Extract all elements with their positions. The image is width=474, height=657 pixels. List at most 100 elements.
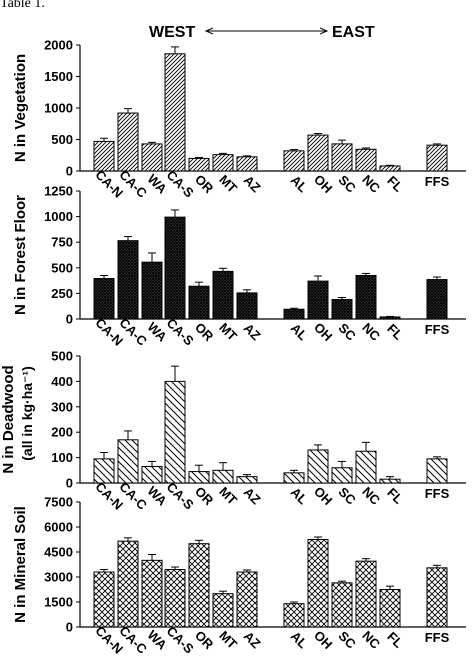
panel-2: 0 100 200 300 400 500 N in Deadwood (all in kg·… [0,349,466,513]
category-label-FFS: FFS [425,630,450,645]
west-label: WEST [149,24,195,41]
bar-WA [141,261,163,320]
east-label: EAST [332,24,375,41]
bar-MT [212,593,234,628]
category-label-CA-C: CA-C [116,315,150,349]
bar-CA-C [117,240,139,320]
bar-CA-N [93,571,115,628]
y-tick-label: 0 [66,476,73,491]
bar-OH [307,134,329,172]
category-label-SC: SC [335,172,359,196]
category-label-AZ: AZ [241,484,264,507]
y-tick-label: 3000 [44,570,73,585]
bar-FL [379,589,401,628]
bar-AL [283,472,305,484]
bar-AZ [236,571,258,628]
category-label-FFS: FFS [425,174,450,189]
bar-WA [141,465,163,484]
category-label-MT: MT [216,628,240,652]
bar-SC [331,299,353,320]
y-tick-label: 500 [51,349,73,364]
bar-NC [355,148,377,172]
bar-CA-S [164,569,186,628]
bar-MT [212,270,234,320]
category-label-AZ: AZ [241,320,264,343]
bar-SC [331,467,353,484]
bar-AL [283,308,305,320]
y-tick-label: 500 [51,132,73,147]
category-label-MT: MT [216,172,240,196]
bar-AZ [236,156,258,172]
y-axis-label-units: (all in kg·ha⁻¹) [19,366,35,461]
category-label-AL: AL [288,484,311,507]
category-label-AL: AL [288,628,311,651]
category-label-NC: NC [359,484,383,508]
y-tick-label: 7500 [44,495,73,510]
bar-OR [188,471,210,484]
bar-CA-C [117,439,139,484]
y-tick-label: 1250 [44,184,73,199]
category-label-FFS: FFS [425,322,450,337]
category-label-CA-C: CA-C [116,167,150,201]
category-label-CA-C: CA-C [116,479,150,513]
bar-MT [212,469,234,484]
bar-CA-N [93,278,115,320]
bar-OH [307,539,329,628]
category-label-CA-C: CA-C [116,623,150,657]
category-label-FL: FL [384,485,406,507]
y-tick-label: 2000 [44,38,73,53]
category-label-OH: OH [311,320,335,344]
bar-WA [141,559,163,628]
category-label-OR: OR [192,172,217,197]
category-label-SC: SC [335,628,359,652]
bar-SC [331,582,353,628]
y-tick-label: 250 [51,286,73,301]
bar-CA-N [93,140,115,172]
page-label: Table 1. [0,0,45,11]
bar-NC [355,560,377,628]
category-label-AL: AL [288,320,311,343]
bar-NC [355,450,377,484]
bar-CA-S [164,380,186,484]
y-tick-label: 1000 [44,209,73,224]
category-label-OR: OR [192,628,217,653]
y-tick-label: 400 [51,374,73,389]
bar-AL [283,150,305,172]
y-tick-label: 500 [51,260,73,275]
category-label-NC: NC [359,320,383,344]
bar-FL [379,478,401,484]
bar-MT [212,154,234,172]
y-tick-label: 1500 [44,595,73,610]
category-label-NC: NC [359,628,383,652]
category-label-FFS: FFS [425,486,450,501]
y-axis-label: N in Deadwood [0,365,17,473]
y-tick-label: 0 [66,620,73,635]
y-tick-label: 750 [51,235,73,250]
bar-OR [188,285,210,320]
region-header: WEST EAST [149,24,375,41]
bar-FL [379,165,401,172]
category-label-OR: OR [192,484,217,509]
category-label-NC: NC [359,172,383,196]
y-tick-label: 4500 [44,545,73,560]
bar-CA-S [164,216,186,320]
y-axis-label: N in Vegetation [12,54,29,162]
category-label-SC: SC [335,320,359,344]
y-tick-label: 200 [51,425,73,440]
y-tick-label: 1500 [44,69,73,84]
category-label-FL: FL [384,173,406,195]
category-label-FL: FL [384,321,406,343]
category-label-FL: FL [384,629,406,651]
bar-FFS [426,144,448,172]
bar-FFS [426,279,448,320]
y-tick-label: 0 [66,312,73,327]
bar-OR [188,543,210,628]
category-label-OR: OR [192,320,217,345]
bar-NC [355,274,377,320]
category-label-AZ: AZ [241,172,264,195]
bar-AL [283,603,305,628]
bar-OR [188,157,210,172]
bar-AZ [236,292,258,320]
